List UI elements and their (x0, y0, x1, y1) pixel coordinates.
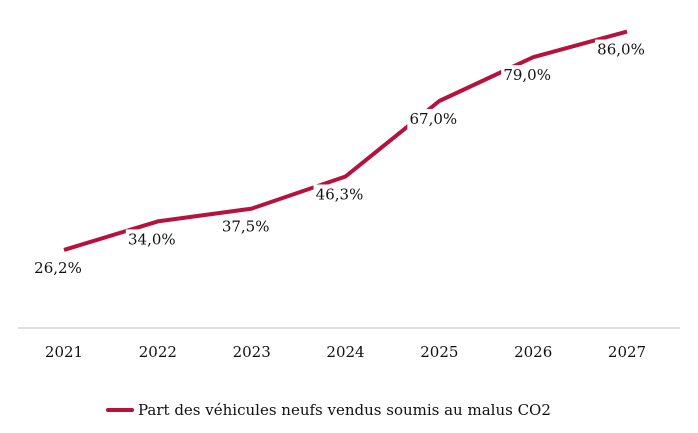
x-axis-tick-labels: 2021 2022 2023 2024 2025 2026 2027 (45, 343, 646, 361)
data-label-2026: 79,0% (501, 65, 554, 86)
data-label-background (407, 108, 460, 129)
data-label-2025: 67,0% (407, 108, 460, 129)
data-label-2022: 34,0% (125, 229, 178, 250)
x-tick-label-2021: 2021 (45, 343, 83, 361)
x-tick-label-2027: 2027 (608, 343, 646, 361)
plot-area: 2021 2022 2023 2024 2025 2026 2027 26,2% 34,0% 3… (18, 29, 680, 361)
data-label-text: 26,2% (34, 259, 82, 277)
data-label-background (501, 65, 554, 86)
data-labels: 26,2% 34,0% 37,5% 46,3% 67,0% 79,0% 86,0% (32, 39, 647, 278)
data-label-2024: 46,3% (313, 184, 366, 205)
x-tick-label-2023: 2023 (233, 343, 271, 361)
data-label-text: 67,0% (410, 110, 458, 128)
data-label-background (32, 257, 84, 278)
data-label-background (313, 184, 366, 205)
data-label-2027: 86,0% (595, 39, 647, 60)
data-label-text: 46,3% (316, 186, 364, 204)
data-label-2023: 37,5% (219, 216, 272, 237)
x-tick-label-2026: 2026 (514, 343, 552, 361)
data-label-text: 79,0% (503, 66, 551, 84)
data-label-background (125, 229, 178, 250)
data-label-2021: 26,2% (32, 257, 84, 278)
data-label-text: 37,5% (222, 218, 270, 236)
data-label-background (219, 216, 272, 237)
x-tick-label-2025: 2025 (420, 343, 458, 361)
legend-label: Part des véhicules neufs vendus soumis a… (138, 401, 551, 419)
series-line (63, 29, 628, 252)
x-tick-label-2022: 2022 (139, 343, 177, 361)
x-tick-label-2024: 2024 (326, 343, 364, 361)
data-label-text: 34,0% (128, 230, 176, 248)
data-label-background (595, 39, 647, 60)
legend: Part des véhicules neufs vendus soumis a… (106, 401, 551, 419)
data-label-text: 86,0% (597, 41, 645, 59)
